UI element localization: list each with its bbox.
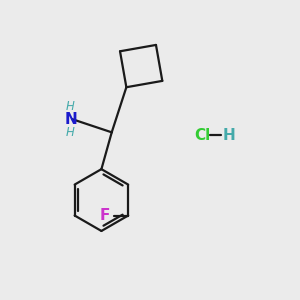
Text: H: H [222, 128, 235, 143]
Text: Cl: Cl [194, 128, 210, 143]
Text: F: F [99, 208, 110, 223]
Text: H: H [66, 126, 75, 140]
Text: H: H [66, 100, 75, 112]
Text: N: N [64, 112, 77, 127]
